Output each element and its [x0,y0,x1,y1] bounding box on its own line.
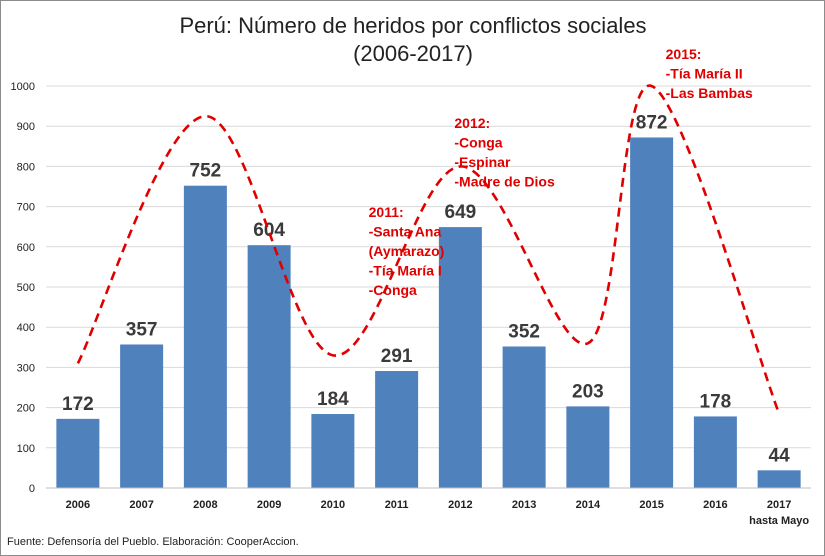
bar [120,344,164,488]
chart-subtitle: (2006-2017) [353,41,473,66]
y-tick-label: 200 [17,403,35,415]
annotation-line: -Las Bambas [666,85,753,101]
bar [630,137,674,488]
value-label: 752 [190,161,222,182]
y-axis: 0 100 200 300 400 500 600 700 800 900 1000 [11,81,35,495]
y-tick-label: 0 [29,483,35,495]
x-tick-label: 2006 [66,499,90,511]
annotation: 2012: -Conga -Espinar -Madre de Dios [454,115,555,190]
value-labels: 172 357 752 604 184 291 649 352 203 872 178 44 [62,112,790,466]
x-tick-label: 2013 [512,499,536,511]
annotation-line: (Aymarazo) [369,243,445,259]
x-tick-label: 2007 [129,499,153,511]
bar [247,245,291,488]
bar [183,185,227,489]
x-tick-label: 2011 [385,499,409,511]
annotation-line: -Tía María I [369,263,442,279]
x-tick-label: 2015 [639,499,663,511]
annotation-line: 2012: [454,115,490,131]
bar [566,406,610,488]
y-tick-label: 600 [17,242,35,254]
annotation-line: -Conga [369,282,417,298]
annotation-line: -Conga [454,135,502,151]
annotation: 2015: -Tía María II -Las Bambas [666,46,753,101]
value-label: 604 [253,220,285,241]
annotation-line: -Espinar [454,154,511,170]
value-label: 291 [381,346,413,367]
value-label: 172 [62,394,94,415]
bar [375,371,419,488]
value-label: 44 [769,445,791,466]
x-tick-label: 2016 [703,499,727,511]
x-tick-sublabel: hasta Mayo [749,515,809,527]
x-tick-label: 2012 [448,499,472,511]
annotations: 2011: -Santa Ana (Aymarazo) -Tía María I -Co… [369,46,753,298]
y-tick-label: 1000 [11,81,35,93]
bar [438,227,482,489]
x-tick-label: 2010 [321,499,345,511]
bar [693,416,737,488]
y-tick-label: 400 [17,322,35,334]
source-note: Fuente: Defensoría del Pueblo. Elaboraci… [7,536,299,548]
annotation-line: -Tía María II [666,66,743,82]
x-tick-label: 2017 [767,499,791,511]
y-tick-label: 500 [17,282,35,294]
value-label: 203 [572,381,604,402]
annotation-line: -Madre de Dios [454,174,555,190]
value-label: 352 [508,321,540,342]
x-tick-label: 2008 [193,499,217,511]
gridlines [46,85,811,449]
y-tick-label: 700 [17,202,35,214]
value-label: 184 [317,389,349,410]
x-tick-label: 2009 [257,499,281,511]
annotation: 2011: -Santa Ana (Aymarazo) -Tía María I -Co… [369,204,445,298]
value-label: 357 [126,319,158,340]
annotation-line: -Santa Ana [369,224,442,240]
value-label: 178 [700,391,732,412]
value-label: 649 [445,202,477,223]
x-axis: 2006 2007 2008 2009 2010 2011 2012 2013 2014 2015… [46,487,811,527]
bar [56,418,100,488]
y-tick-label: 100 [17,443,35,455]
bar [757,470,801,488]
y-tick-label: 900 [17,121,35,133]
trend-line-path [76,84,781,415]
bar [502,346,546,488]
y-tick-label: 800 [17,161,35,173]
annotation-line: 2015: [666,46,702,62]
trend-line [76,84,781,415]
chart-title: Perú: Número de heridos por conflictos s… [179,13,646,38]
bars [56,137,801,489]
x-tick-label: 2014 [576,499,601,511]
bar [311,414,355,488]
y-tick-label: 300 [17,362,35,374]
value-label: 872 [636,112,668,133]
annotation-line: 2011: [369,204,404,220]
